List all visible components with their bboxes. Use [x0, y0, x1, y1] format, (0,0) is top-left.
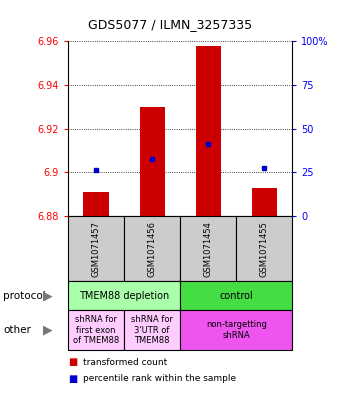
Text: TMEM88 depletion: TMEM88 depletion	[79, 291, 169, 301]
Text: non-targetting
shRNA: non-targetting shRNA	[206, 320, 267, 340]
Bar	[139, 107, 165, 216]
Text: shRNA for
first exon
of TMEM88: shRNA for first exon of TMEM88	[73, 315, 119, 345]
Bar	[83, 192, 109, 216]
Text: shRNA for
3'UTR of
TMEM88: shRNA for 3'UTR of TMEM88	[131, 315, 173, 345]
Text: control: control	[219, 291, 253, 301]
Bar	[124, 216, 180, 281]
Text: ■: ■	[68, 357, 77, 367]
Bar	[124, 310, 180, 350]
Text: transformed count: transformed count	[83, 358, 168, 367]
Bar	[68, 216, 124, 281]
Text: ■: ■	[68, 374, 77, 384]
Bar	[180, 281, 292, 310]
Text: other: other	[3, 325, 31, 335]
Text: GDS5077 / ILMN_3257335: GDS5077 / ILMN_3257335	[88, 18, 252, 31]
Bar	[68, 310, 124, 350]
Text: ▶: ▶	[43, 289, 52, 302]
Text: GSM1071454: GSM1071454	[204, 220, 213, 277]
Bar	[236, 216, 292, 281]
Bar	[180, 310, 292, 350]
Text: GSM1071455: GSM1071455	[260, 220, 269, 277]
Bar	[195, 46, 221, 216]
Text: ▶: ▶	[43, 323, 52, 337]
Bar	[180, 216, 236, 281]
Text: GSM1071456: GSM1071456	[148, 220, 157, 277]
Text: protocol: protocol	[3, 291, 46, 301]
Text: percentile rank within the sample: percentile rank within the sample	[83, 374, 236, 383]
Bar	[68, 281, 180, 310]
Text: GSM1071457: GSM1071457	[91, 220, 101, 277]
Bar	[252, 188, 277, 216]
